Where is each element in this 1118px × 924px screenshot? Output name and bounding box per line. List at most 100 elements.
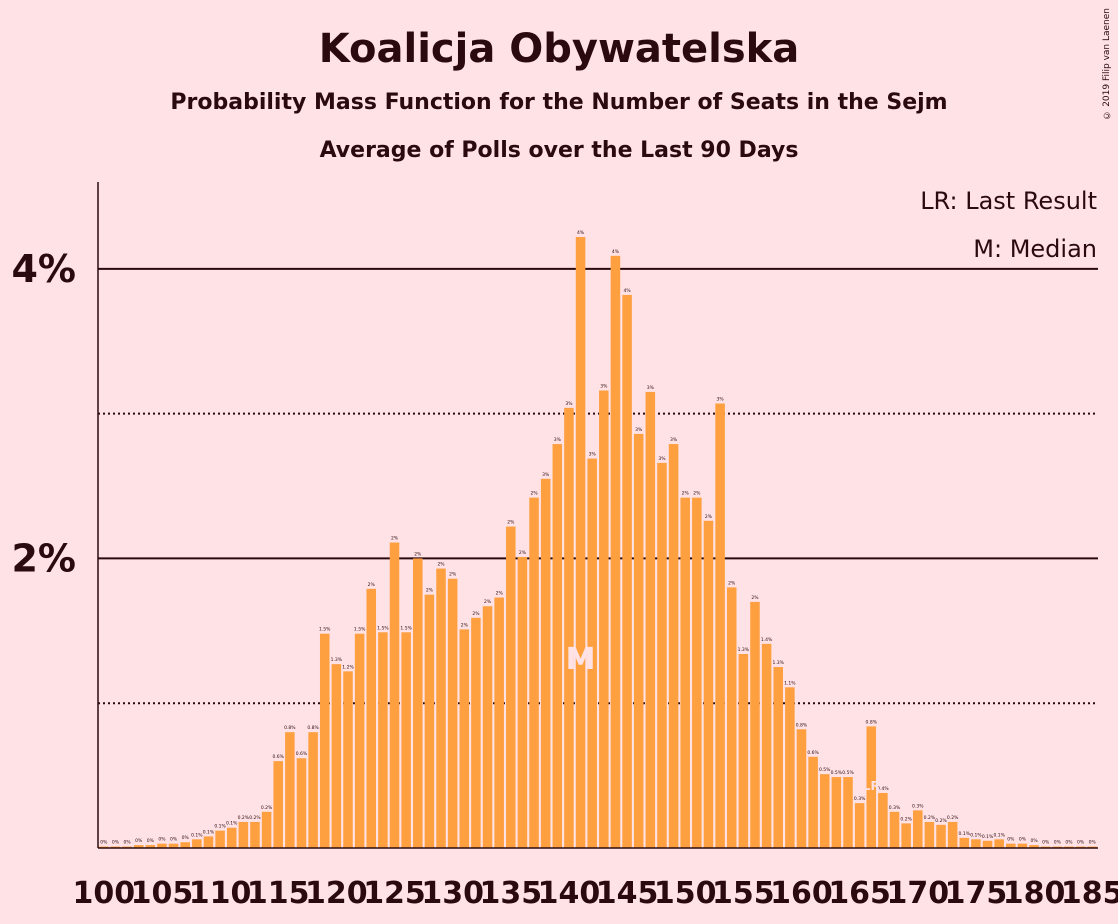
value-label-145: 4% xyxy=(623,288,631,294)
value-label-108: 0.1% xyxy=(191,832,203,838)
bar-118 xyxy=(308,732,318,848)
bar-176 xyxy=(982,840,993,848)
value-label-179: 0% xyxy=(1019,837,1027,843)
bar-163 xyxy=(831,777,842,848)
bar-180 xyxy=(1029,845,1039,848)
x-tick-label: 120 xyxy=(305,876,368,911)
bar-179 xyxy=(1017,843,1028,848)
chart-subtitle-period: Average of Polls over the Last 90 Days xyxy=(319,138,799,163)
bar-135 xyxy=(506,526,516,848)
value-label-174: 0.1% xyxy=(959,831,971,837)
bar-115 xyxy=(273,761,283,848)
bar-143 xyxy=(599,390,609,848)
value-label-126: 1.5% xyxy=(400,625,412,631)
x-tick-label: 175 xyxy=(945,876,1008,911)
value-label-133: 2% xyxy=(484,599,492,605)
bar-156 xyxy=(750,601,760,848)
median-marker: M xyxy=(566,642,596,677)
value-label-177: 0.1% xyxy=(993,832,1005,838)
value-label-180: 0% xyxy=(1030,838,1038,844)
value-label-169: 0.2% xyxy=(900,816,912,822)
x-tick-label: 130 xyxy=(421,876,484,911)
bar-162 xyxy=(819,774,830,848)
bar-160 xyxy=(796,729,807,848)
bar-148 xyxy=(657,462,667,848)
x-tick-label: 145 xyxy=(596,876,659,911)
value-label-160: 0.8% xyxy=(796,722,808,728)
value-label-103: 0% xyxy=(135,838,143,844)
value-label-128: 2% xyxy=(426,588,434,594)
value-label-139: 3% xyxy=(554,437,562,443)
bar-105 xyxy=(157,843,167,848)
value-label-122: 1.5% xyxy=(354,627,366,633)
value-label-138: 3% xyxy=(542,472,550,478)
bar-172 xyxy=(936,824,946,848)
value-label-137: 2% xyxy=(530,491,538,497)
chart-subtitle: Probability Mass Function for the Number… xyxy=(170,90,948,115)
bar-130 xyxy=(447,578,458,848)
value-label-149: 3% xyxy=(670,437,678,443)
value-label-173: 0.2% xyxy=(947,815,959,821)
x-tick-label: 165 xyxy=(828,876,891,911)
chart-title: Koalicja Obywatelska xyxy=(318,26,800,72)
bar-117 xyxy=(296,758,307,848)
value-label-136: 2% xyxy=(519,550,527,556)
bar-158 xyxy=(773,667,783,848)
value-label-164: 0.5% xyxy=(842,770,854,776)
bar-126 xyxy=(401,632,411,848)
bar-145 xyxy=(622,294,632,848)
bar-139 xyxy=(552,444,563,848)
value-label-181: 0% xyxy=(1042,840,1050,846)
bar-138 xyxy=(540,478,551,848)
bar-127 xyxy=(413,558,423,848)
last-result-marker: LR xyxy=(863,779,880,793)
legend-lr: LR: Last Result xyxy=(920,187,1097,215)
value-label-105: 0% xyxy=(158,837,166,843)
value-label-121: 1.2% xyxy=(342,664,354,670)
bar-120 xyxy=(331,664,342,848)
bar-106 xyxy=(168,843,179,848)
value-label-147: 3% xyxy=(647,385,655,391)
value-label-163: 0.5% xyxy=(831,770,843,776)
bar-104 xyxy=(145,845,156,848)
x-tick-label: 105 xyxy=(131,876,194,911)
value-label-171: 0.2% xyxy=(924,815,936,821)
bar-103 xyxy=(133,845,144,848)
bar-136 xyxy=(517,556,528,848)
bar-150 xyxy=(680,497,690,848)
bar-168 xyxy=(889,811,900,848)
bar-131 xyxy=(459,629,470,848)
bar-119 xyxy=(319,633,330,848)
value-label-109: 0.1% xyxy=(203,829,215,835)
axes xyxy=(97,182,1098,849)
value-label-113: 0.2% xyxy=(249,815,261,821)
bar-171 xyxy=(924,821,935,848)
value-label-114: 0.2% xyxy=(261,805,273,811)
value-label-117: 0.6% xyxy=(296,751,308,757)
value-label-158: 1.3% xyxy=(773,660,785,666)
bar-152 xyxy=(703,520,714,848)
value-label-148: 3% xyxy=(658,456,666,462)
bar-114 xyxy=(261,811,272,848)
bar-111 xyxy=(226,827,237,848)
value-label-166: 0.8% xyxy=(866,719,878,725)
bar-140 xyxy=(564,407,574,848)
bar-107 xyxy=(180,842,190,848)
value-label-125: 2% xyxy=(391,536,399,542)
bar-122 xyxy=(354,633,365,848)
value-label-116: 0.8% xyxy=(284,725,296,731)
bar-169 xyxy=(901,823,911,848)
value-label-172: 0.2% xyxy=(935,818,947,824)
value-label-130: 2% xyxy=(449,572,457,578)
value-label-104: 0% xyxy=(147,838,155,844)
bar-159 xyxy=(785,687,795,848)
bar-128 xyxy=(424,594,435,848)
bar-153 xyxy=(715,403,725,848)
value-label-124: 1.5% xyxy=(377,625,389,631)
gridlines xyxy=(98,267,1098,705)
value-label-176: 0.1% xyxy=(982,834,994,840)
bar-116 xyxy=(285,732,295,848)
bar-174 xyxy=(959,837,970,848)
value-label-157: 1.4% xyxy=(761,637,773,643)
